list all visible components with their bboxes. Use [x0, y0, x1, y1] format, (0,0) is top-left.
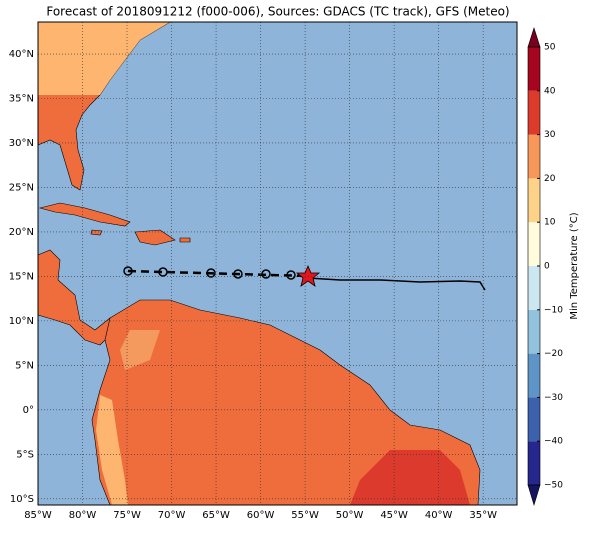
colorbar-tick-label: 20	[544, 174, 556, 184]
colorbar-segment	[528, 441, 540, 485]
y-tick-label: 40°N	[9, 49, 34, 60]
colorbar-tick-label: −10	[544, 305, 563, 315]
colorbar-tick-label: 40	[544, 86, 556, 96]
colorbar-tick-label: −20	[544, 349, 563, 359]
x-tick-label: 50°W	[336, 510, 364, 521]
colorbar-tick-label: 10	[544, 218, 556, 228]
x-tick-label: 75°W	[113, 510, 141, 521]
y-tick-label: 5°S	[16, 449, 34, 460]
x-tick-label: 35°W	[469, 510, 497, 521]
cyclone-icons	[123, 266, 296, 280]
x-tick-label: 70°W	[158, 510, 186, 521]
current-position	[295, 264, 321, 287]
colorbar-segment	[528, 309, 540, 354]
colorbar-segment	[528, 47, 540, 91]
map-frame	[37, 21, 518, 506]
colorbar-segment	[528, 134, 540, 179]
y-tick-label: 25°N	[9, 182, 34, 193]
y-tick-label: 20°N	[9, 227, 34, 238]
x-tick-label: 60°W	[247, 510, 275, 521]
colorbar-tick-label: 50	[544, 43, 556, 53]
colorbar-extension	[527, 484, 541, 507]
x-tick-label: 40°W	[425, 510, 453, 521]
colorbar-segment	[528, 353, 540, 398]
colorbar-tick-label: −30	[544, 393, 563, 403]
y-tick-label: 35°N	[9, 93, 34, 104]
colorbar-segment	[528, 397, 540, 442]
y-tick-label: 0°	[23, 405, 34, 416]
colorbar-segment	[528, 90, 540, 135]
x-tick-label: 80°W	[69, 510, 97, 521]
colorbar-segment	[528, 266, 540, 310]
land	[37, 21, 481, 506]
storm-track	[123, 264, 486, 291]
colorbar-tick-label: 0	[544, 262, 550, 272]
x-tick-label: 55°W	[291, 510, 319, 521]
x-tick-label: 45°W	[380, 510, 408, 521]
y-tick-label: 10°N	[9, 316, 34, 327]
colorbar-extension	[527, 27, 541, 48]
x-tick-label: 85°W	[24, 510, 52, 521]
colorbar-tick-label: −40	[544, 437, 563, 447]
colorbar-tick-label: −50	[544, 481, 563, 491]
title: Forecast of 2018091212 (f000-006), Sourc…	[46, 5, 509, 19]
colorbar-tick-label: 30	[544, 130, 556, 140]
y-tick-label: 10°S	[10, 494, 34, 505]
y-tick-label: 5°N	[15, 360, 34, 371]
colorbar-segment	[528, 222, 540, 266]
colorbar-label: Min Temperature (°C)	[569, 212, 580, 319]
y-tick-label: 15°N	[9, 271, 34, 282]
y-tick-label: 30°N	[9, 138, 34, 149]
x-tick-label: 65°W	[202, 510, 230, 521]
colorbar-segment	[528, 178, 540, 223]
